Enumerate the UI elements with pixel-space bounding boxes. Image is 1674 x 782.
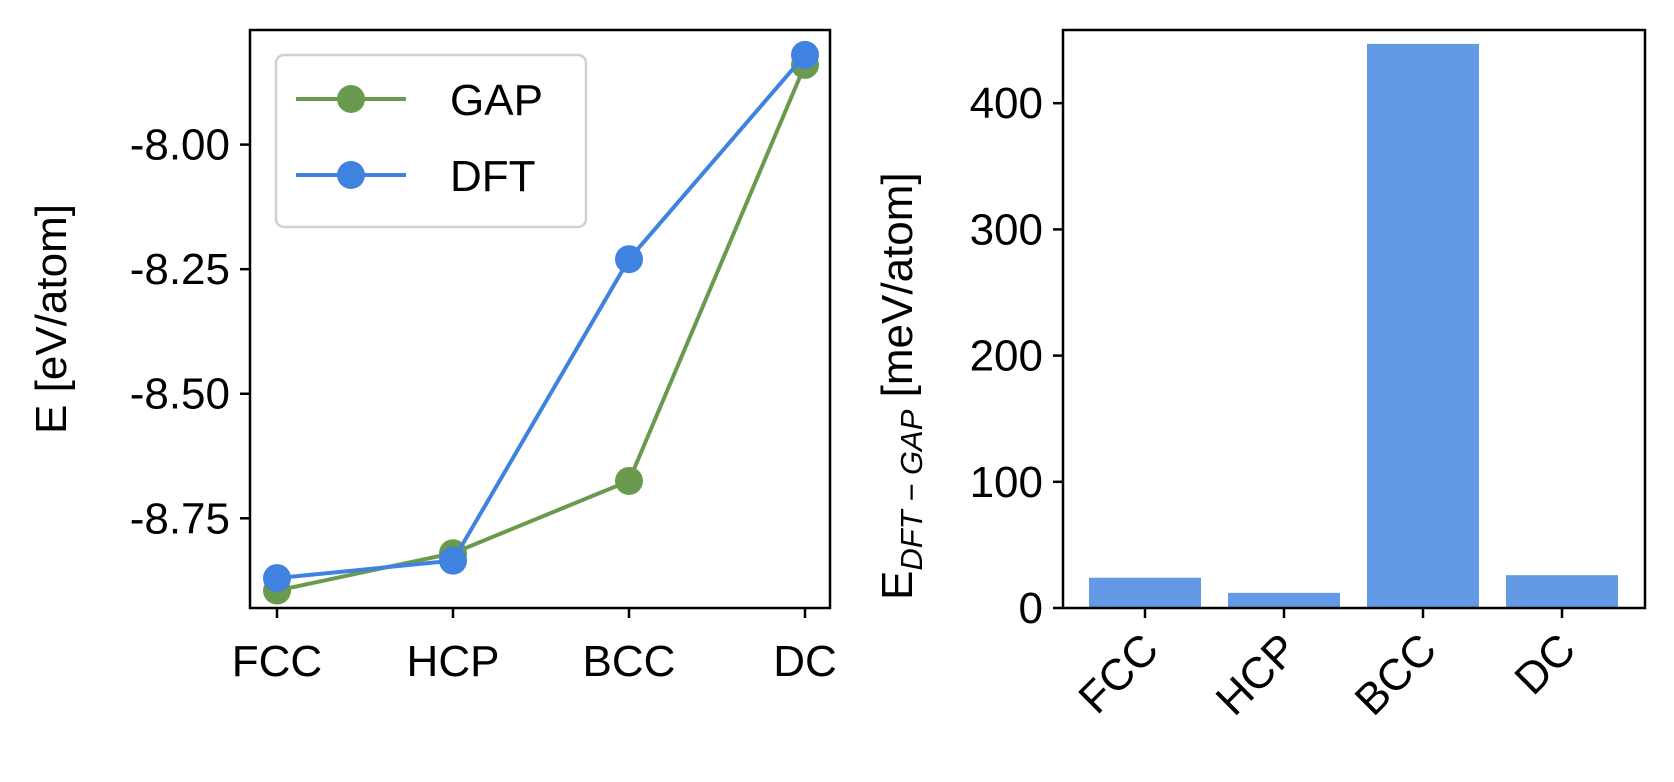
legend-gap-label: GAP	[450, 76, 543, 125]
bar-x-tick-label-dc: DC	[1505, 624, 1585, 704]
energy-line-chart: -8.75 -8.50 -8.25 -8.00 FCC HCP BCC DC E [eV/a…	[27, 28, 837, 686]
bar-chart-y-axis-label: EDFT − GAP [meV/atom]	[873, 172, 929, 600]
bar-y-tick-label: 300	[970, 205, 1043, 254]
energy-difference-bar-chart: 0 100 200 300 400 FCC HCP BCC DC EDFT − GAP [me…	[873, 28, 1647, 725]
legend-dft-label: DFT	[450, 152, 536, 201]
line-chart-series	[263, 40, 819, 605]
line-chart-x-ticks: FCC HCP BCC DC	[232, 608, 837, 686]
line-x-tick-label-dc: DC	[773, 637, 837, 686]
line-x-tick-label-fcc: FCC	[232, 637, 322, 686]
series-dft	[263, 40, 819, 593]
line-x-tick-label-bcc: BCC	[583, 637, 676, 686]
bar-fcc	[1089, 577, 1201, 608]
point-dft-bcc	[615, 245, 643, 274]
bar-x-tick-label-bcc: BCC	[1346, 624, 1446, 724]
line-chart-legend: GAP DFT	[274, 53, 588, 229]
point-dft-fcc	[263, 564, 291, 593]
bar-y-tick-label: 400	[970, 79, 1043, 128]
legend-dft-marker	[337, 161, 365, 189]
line-chart-y-ticks: -8.75 -8.50 -8.25 -8.00	[130, 121, 250, 543]
line-y-tick-label: -8.25	[130, 245, 230, 294]
bar-dc	[1506, 575, 1618, 608]
point-gap-bcc	[615, 466, 643, 495]
bar-y-tick-label: 100	[970, 458, 1043, 507]
line-y-tick-label: -8.50	[130, 370, 230, 419]
line-chart-y-axis-label: E [eV/atom]	[27, 204, 76, 434]
bar-hcp	[1228, 592, 1340, 608]
bar-x-tick-label-fcc: FCC	[1069, 624, 1168, 723]
series-line-dft	[276, 53, 807, 581]
line-chart-axes-frame	[248, 28, 832, 610]
bar-chart-y-ticks: 0 100 200 300 400	[970, 79, 1063, 633]
line-y-tick-label: -8.75	[130, 494, 230, 543]
y-label-subscript: DFT − GAP	[894, 409, 929, 570]
y-label-prefix: E	[873, 571, 922, 600]
legend-gap-marker	[337, 85, 365, 113]
bar-chart-bars	[1089, 43, 1618, 609]
line-y-tick-label: -8.00	[130, 121, 230, 170]
point-dft-dc	[791, 40, 819, 69]
point-dft-hcp	[439, 546, 467, 575]
bar-chart-axes-frame	[1061, 28, 1647, 610]
line-x-tick-label-hcp: HCP	[407, 637, 500, 686]
y-label-suffix: [meV/atom]	[873, 172, 922, 409]
series-line-gap	[276, 64, 807, 593]
bar-bcc	[1367, 43, 1479, 609]
bar-x-tick-label-hcp: HCP	[1207, 624, 1307, 724]
bar-y-tick-label: 200	[970, 332, 1043, 381]
bar-chart-x-ticks: FCC HCP BCC DC	[1069, 608, 1585, 725]
bar-y-tick-label: 0	[1019, 584, 1043, 633]
